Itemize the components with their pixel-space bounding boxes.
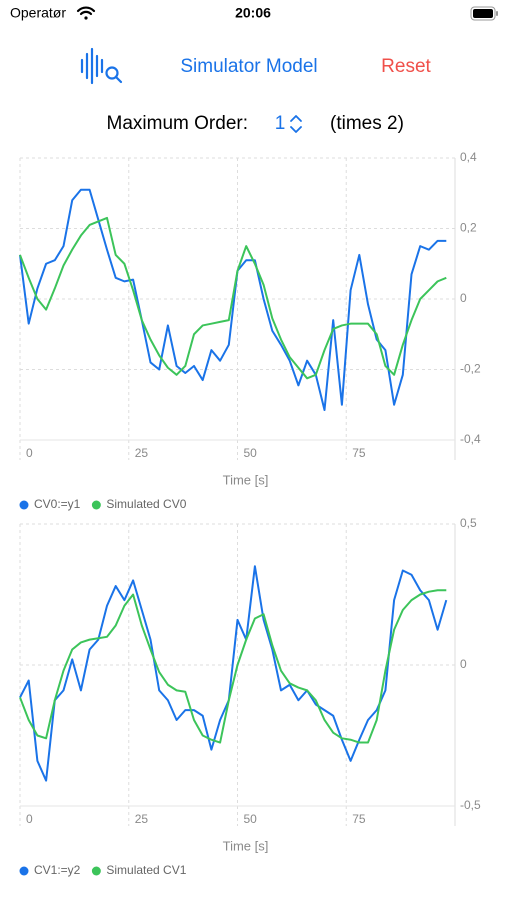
legend-swatch: [19, 866, 29, 876]
x-tick-label: 0: [26, 446, 33, 460]
analyze-button[interactable]: [80, 47, 123, 85]
y-tick-label: 0: [460, 657, 467, 671]
order-note: (times 2): [330, 113, 404, 134]
x-tick-label: 25: [135, 446, 149, 460]
series-line: [19, 216, 447, 380]
x-tick-label: 75: [352, 812, 366, 826]
x-tick-label: 75: [352, 446, 366, 460]
x-tick-label: 25: [135, 812, 149, 826]
x-tick-label: 50: [244, 812, 258, 826]
y-tick-label: -0,5: [460, 798, 481, 812]
x-tick-label: 50: [244, 446, 258, 460]
y-tick-label: 0,4: [460, 150, 477, 164]
battery-icon: [470, 6, 498, 21]
order-label: Maximum Order:: [107, 113, 248, 134]
y-tick-label: 0: [460, 291, 467, 305]
x-tick-label: 0: [26, 812, 33, 826]
y-tick-label: 0,5: [460, 516, 477, 530]
toolbar-title[interactable]: Simulator Model: [180, 56, 317, 77]
order-stepper[interactable]: [290, 115, 302, 133]
legend-swatch: [19, 500, 29, 510]
clock: 20:06: [235, 5, 271, 21]
x-axis-title: Time [s]: [223, 472, 269, 487]
x-axis-title: Time [s]: [223, 838, 269, 853]
legend-label: CV1:=y2: [34, 863, 81, 877]
legend-label: Simulated CV0: [106, 497, 186, 511]
reset-button[interactable]: Reset: [381, 56, 431, 77]
legend-label: CV0:=y1: [34, 497, 81, 511]
carrier: Operatør: [10, 5, 66, 21]
y-tick-label: -0,4: [460, 432, 481, 446]
y-tick-label: 0,2: [460, 221, 477, 235]
legend-swatch: [91, 500, 101, 510]
order-value[interactable]: 1: [275, 113, 286, 134]
wifi-icon: [76, 6, 96, 20]
series-line: [19, 589, 447, 744]
legend-label: Simulated CV1: [106, 863, 186, 877]
legend-swatch: [91, 866, 101, 876]
series-line: [19, 565, 448, 782]
y-tick-label: -0,2: [460, 362, 481, 376]
